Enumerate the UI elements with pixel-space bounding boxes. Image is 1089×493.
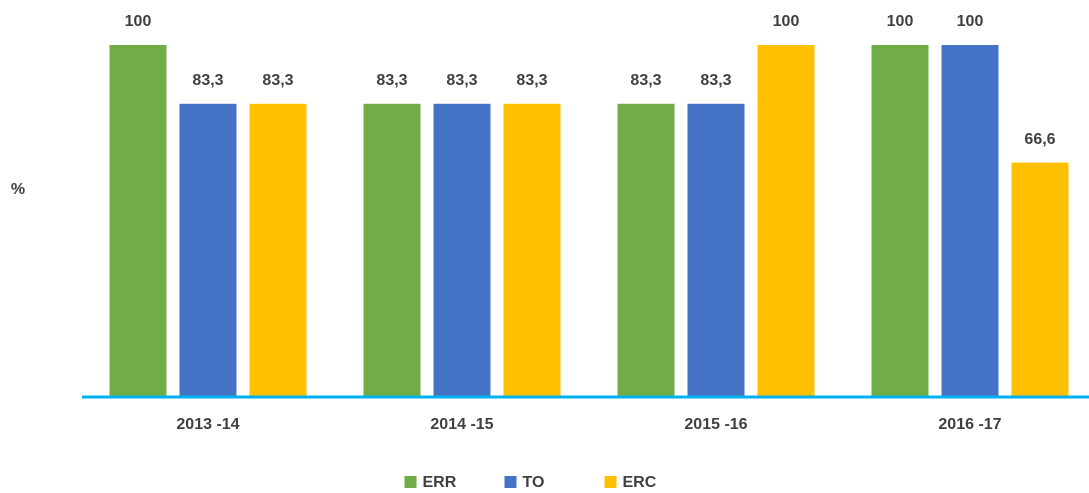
data-label: 100 [887, 13, 914, 30]
legend-swatch [404, 476, 417, 488]
bar [109, 45, 167, 397]
x-tick-label: 2014 -15 [430, 416, 493, 433]
bar [1011, 162, 1069, 397]
bar [757, 45, 815, 397]
data-label: 83,3 [262, 72, 293, 89]
x-tick-label: 2016 -17 [938, 416, 1001, 433]
bar [941, 45, 999, 397]
bar [503, 103, 561, 397]
data-label: 83,3 [192, 72, 223, 89]
data-label: 83,3 [700, 72, 731, 89]
bar [687, 103, 745, 397]
bar [617, 103, 675, 397]
bar [433, 103, 491, 397]
x-tick-label: 2015 -16 [684, 416, 747, 433]
data-label: 83,3 [630, 72, 661, 89]
data-label: 66,6 [1024, 131, 1055, 148]
data-label: 83,3 [376, 72, 407, 89]
legend-label: TO [523, 474, 545, 491]
bar [249, 103, 307, 397]
y-axis-label: % [11, 181, 25, 198]
bar [179, 103, 237, 397]
legend-label: ERR [423, 474, 457, 491]
legend-swatch [504, 476, 517, 488]
data-label: 83,3 [446, 72, 477, 89]
data-label: 83,3 [516, 72, 547, 89]
bar [363, 103, 421, 397]
x-tick-label: 2013 -14 [176, 416, 239, 433]
legend-label: ERC [623, 474, 657, 491]
data-label: 100 [125, 13, 152, 30]
data-label: 100 [957, 13, 984, 30]
data-label: 100 [773, 13, 800, 30]
bar [871, 45, 929, 397]
legend-swatch [604, 476, 617, 488]
